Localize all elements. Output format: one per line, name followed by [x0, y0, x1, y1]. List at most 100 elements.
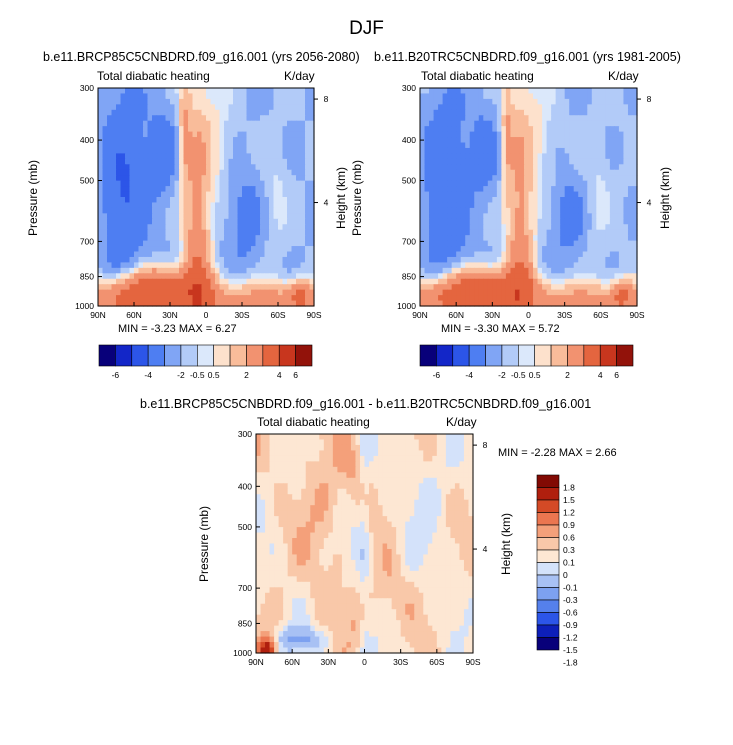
heatmap-cell: [438, 104, 444, 111]
heatmap-cell: [387, 477, 393, 484]
heatmap-cell: [483, 235, 489, 242]
heatmap-cell: [138, 109, 144, 116]
heatmap-cell: [533, 191, 539, 198]
heatmap-cell: [465, 218, 471, 225]
heatmap-cell: [341, 521, 348, 528]
heatmap-cell: [242, 295, 248, 302]
heatmap-cell: [228, 137, 234, 144]
heatmap-cell: [179, 147, 185, 154]
heatmap-cell: [487, 246, 493, 253]
heatmap-cell: [296, 505, 302, 512]
heatmap-cell: [555, 142, 561, 149]
heatmap-cell: [215, 120, 221, 127]
heatmap-cell: [546, 235, 552, 242]
heatmap-cell: [291, 273, 297, 280]
heatmap-cell: [623, 295, 629, 302]
heatmap-cell: [111, 131, 117, 138]
heatmap-cell: [197, 262, 203, 269]
heatmap-cell: [116, 180, 122, 187]
heatmap-cell: [260, 494, 266, 501]
heatmap-cell: [305, 284, 311, 291]
heatmap-cell: [429, 98, 435, 105]
heatmap-cell: [192, 224, 198, 231]
heatmap-cell: [134, 180, 140, 187]
heatmap-cell: [274, 521, 280, 528]
heatmap-cell: [596, 109, 602, 116]
heatmap-cell: [278, 153, 284, 160]
heatmap-cell: [300, 153, 306, 160]
heatmap-cell: [414, 548, 420, 556]
heatmap-cell: [551, 246, 557, 253]
heatmap-cell: [569, 278, 575, 285]
heatmap-cell: [519, 120, 525, 127]
heatmap-cell: [623, 180, 629, 187]
heatmap-cell: [310, 527, 316, 534]
heatmap-cell: [255, 262, 261, 269]
heatmap-cell: [442, 235, 448, 242]
heatmap-cell: [587, 153, 593, 160]
heatmap-cell: [197, 278, 203, 285]
heatmap-cell: [210, 202, 216, 209]
heatmap-cell: [291, 98, 297, 105]
heatmap-cell: [305, 213, 311, 220]
heatmap-cell: [210, 98, 216, 105]
heatmap-cell: [300, 93, 306, 100]
heatmap-cell: [256, 538, 262, 545]
heatmap-cell: [170, 175, 176, 182]
heatmap-cell: [165, 202, 171, 209]
heatmap-cell: [287, 240, 293, 247]
heatmap-cell: [442, 175, 448, 182]
heatmap-cell: [469, 235, 475, 242]
heatmap-cell: [116, 131, 122, 138]
heatmap-cell: [587, 115, 593, 122]
heatmap-cell: [546, 284, 552, 291]
heatmap-cell: [143, 175, 149, 182]
heatmap-cell: [233, 126, 239, 133]
heatmap-cell: [427, 499, 433, 506]
heatmap-cell: [623, 147, 629, 154]
heatmap-cell: [420, 262, 426, 269]
heatmap-cell: [483, 267, 489, 274]
heatmap-cell: [215, 137, 221, 144]
heatmap-cell: [587, 262, 593, 269]
heatmap-cell: [165, 267, 171, 274]
heatmap-cell: [278, 197, 284, 204]
heatmap-cell: [587, 104, 593, 111]
heatmap-cell: [292, 521, 298, 528]
heatmap-cell: [255, 88, 261, 95]
heatmap-cell: [501, 246, 507, 253]
heatmap-cell: [161, 267, 167, 274]
heatmap-cell: [300, 164, 306, 171]
heatmap-cell: [292, 472, 298, 479]
heatmap-cell: [197, 213, 203, 220]
x-tick-label: 60N: [126, 310, 142, 320]
heatmap-cell: [111, 158, 117, 165]
heatmap-cell: [224, 98, 230, 105]
heatmap-cell: [546, 120, 552, 127]
heatmap-cell: [478, 300, 484, 307]
heatmap-cell: [523, 147, 530, 154]
heatmap-cell: [460, 175, 466, 182]
heatmap-cell: [107, 246, 113, 253]
heatmap-cell: [600, 115, 606, 122]
heatmap-cell: [573, 186, 579, 193]
heatmap-cell: [296, 98, 302, 105]
heatmap-cell: [337, 554, 343, 561]
heatmap-cell: [260, 175, 266, 182]
heatmap-cell: [305, 137, 311, 144]
heatmap-cell: [98, 93, 104, 100]
heatmap-cell: [147, 240, 153, 247]
heatmap-cell: [246, 180, 252, 187]
heatmap-cell: [138, 131, 144, 138]
heatmap-cell: [170, 191, 176, 198]
heatmap-cell: [143, 109, 149, 116]
heatmap-cell: [591, 213, 597, 220]
heatmap-cell: [233, 197, 239, 204]
heatmap-cell: [129, 93, 135, 100]
heatmap-cell: [514, 109, 521, 116]
heatmap-cell: [587, 267, 593, 274]
heatmap-cell: [465, 88, 471, 95]
heatmap-cell: [582, 202, 588, 209]
heatmap-cell: [418, 455, 424, 462]
heatmap-cell: [542, 273, 548, 280]
